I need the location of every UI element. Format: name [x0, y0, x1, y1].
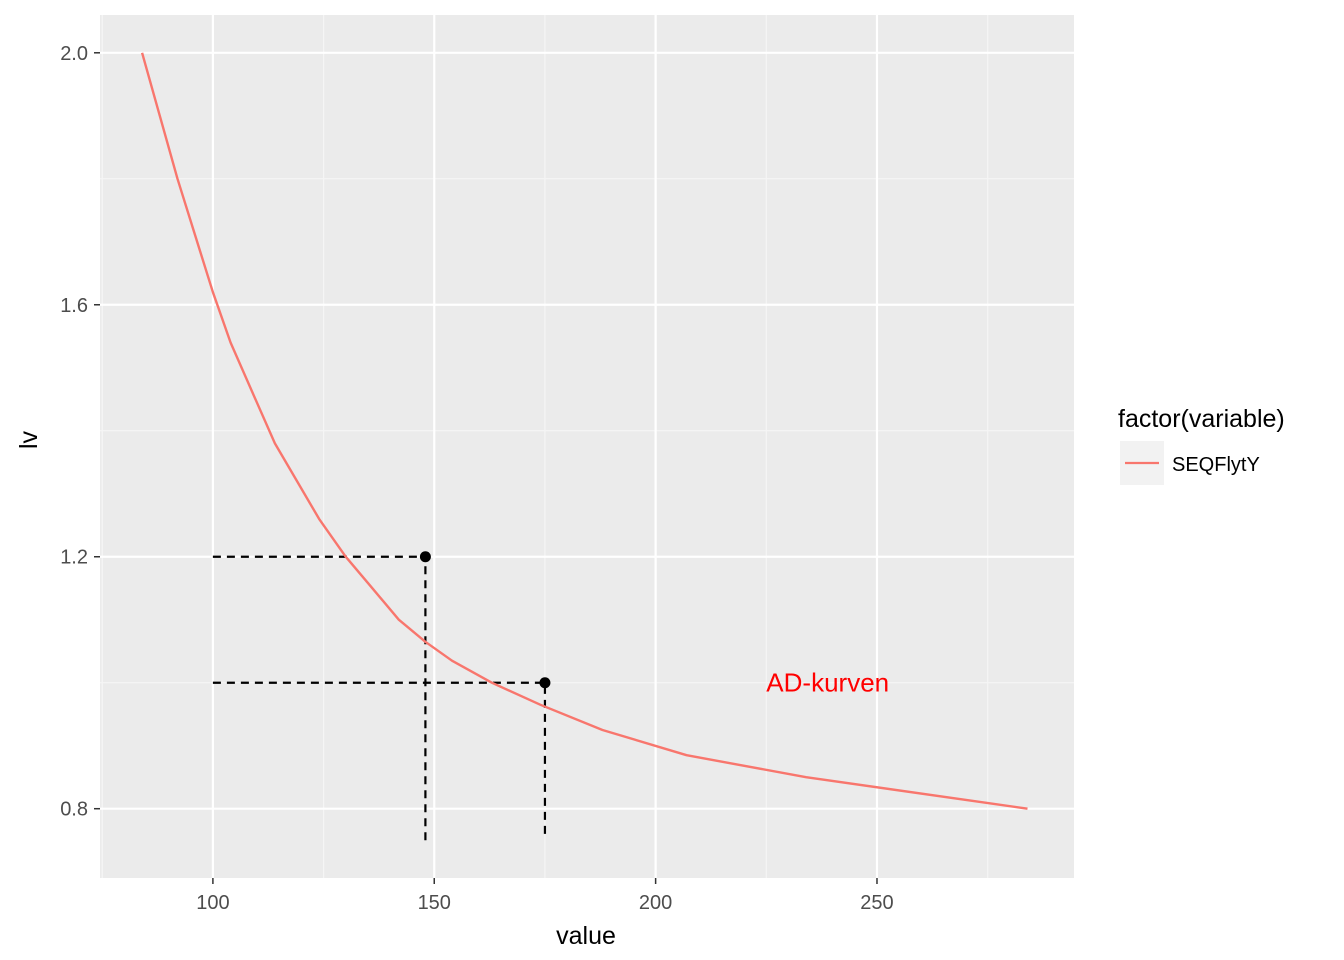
- y-tick-label: 0.8: [60, 799, 88, 821]
- x-tick-label: 200: [639, 892, 672, 914]
- x-tick-label: 250: [860, 892, 893, 914]
- series-lines: [140, 52, 1028, 810]
- y-axis-title: lv: [15, 430, 43, 449]
- highlight-points: [419, 551, 551, 689]
- highlight-point: [539, 677, 551, 689]
- legend: factor(variable) SEQFlytY: [1118, 405, 1285, 485]
- y-tick-label: 2.0: [60, 43, 88, 65]
- y-tick-label: 1.6: [60, 295, 88, 317]
- y-axis: 0.8 1.2 1.6 2.0: [60, 43, 100, 821]
- plot-panel: [100, 15, 1074, 878]
- reference-lines: [212, 555, 547, 841]
- x-tick-label: 100: [196, 892, 229, 914]
- x-axis: 100 150 200 250: [196, 878, 894, 914]
- x-axis-title: value: [556, 922, 616, 950]
- highlight-point: [419, 551, 431, 563]
- y-tick-label: 1.2: [60, 547, 88, 569]
- legend-label-seqflyty: SEQFlytY: [1172, 454, 1260, 476]
- x-tick-label: 150: [418, 892, 451, 914]
- legend-title: factor(variable): [1118, 405, 1285, 433]
- annotation-label: AD-kurven: [766, 668, 889, 698]
- series-line-seqflyty: [140, 52, 1028, 810]
